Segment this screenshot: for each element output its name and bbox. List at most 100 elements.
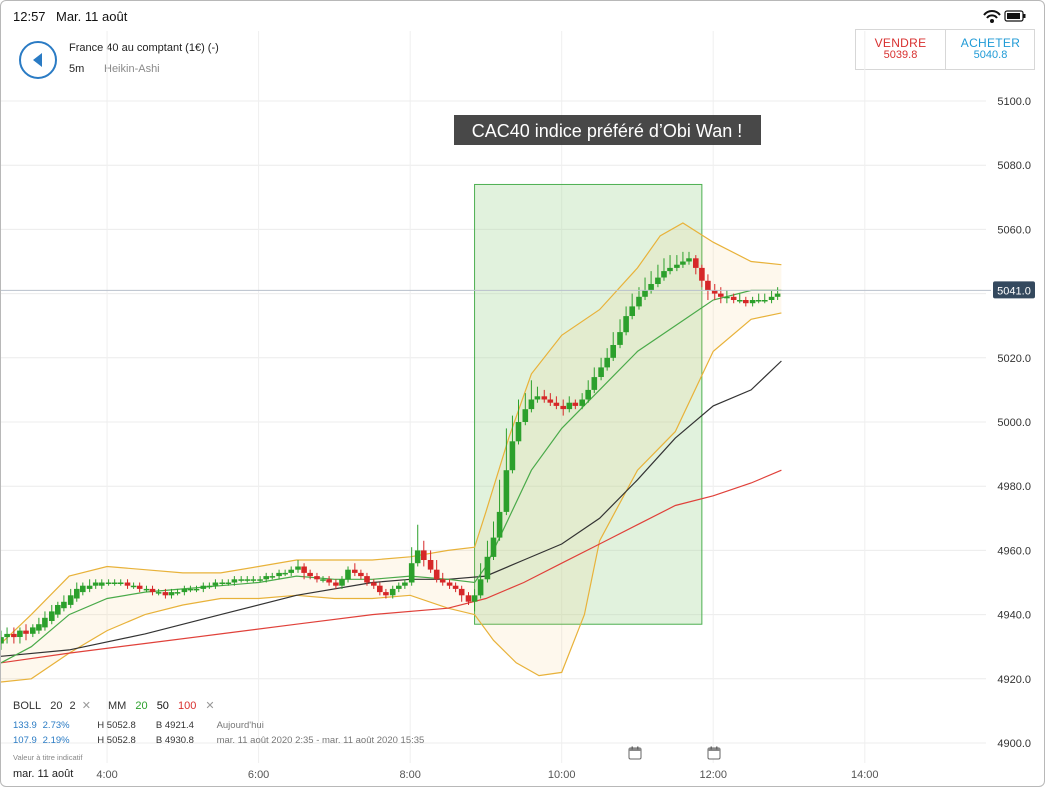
remove-boll-icon[interactable]: ✕ [81, 700, 91, 712]
candle-body [282, 572, 288, 575]
candle-body [408, 563, 415, 583]
candle-body [276, 572, 282, 577]
timeframe-selector[interactable]: 5m [69, 63, 85, 75]
buy-button[interactable]: ACHETER 5040.8 [946, 30, 1035, 69]
ma-label: MM [107, 700, 127, 712]
calendar-event-icon[interactable] [707, 746, 721, 760]
stats-value: 107.9 [13, 735, 37, 746]
candle-body [560, 405, 566, 410]
candle-body [352, 569, 358, 573]
candle-body [636, 296, 642, 307]
candle-body [86, 585, 93, 589]
candle-body [383, 592, 389, 596]
candle-body [762, 300, 768, 302]
y-tick-label: 4940.0 [997, 610, 1031, 622]
y-tick-label: 5080.0 [997, 160, 1031, 172]
candle-body [496, 511, 503, 538]
candle-body [67, 595, 74, 605]
candle-body [503, 470, 510, 512]
candle-body [42, 617, 48, 628]
candle-body [509, 441, 516, 471]
candle-body [421, 550, 427, 560]
candle-body [111, 582, 118, 584]
candle-body [402, 582, 408, 586]
candle-body [219, 582, 225, 584]
y-tick-label: 5100.0 [997, 96, 1031, 108]
candle-body [105, 582, 112, 584]
candle-body [768, 296, 775, 300]
candle-body [642, 290, 648, 297]
remove-ma-icon[interactable]: ✕ [205, 700, 215, 712]
candle-body [74, 588, 80, 599]
candle-body [206, 585, 213, 588]
candle-body [162, 592, 169, 596]
candle-body [250, 579, 257, 581]
candle-body [446, 582, 453, 586]
stats-low: B 4930.8 [155, 735, 194, 746]
back-button[interactable] [19, 41, 57, 79]
candle-body [705, 280, 711, 291]
candle-body [749, 300, 756, 304]
candle-body [4, 633, 10, 638]
candle-body [610, 345, 616, 358]
candle-body [433, 569, 440, 580]
sell-button[interactable]: VENDRE 5039.8 [856, 30, 946, 69]
x-tick-label: 14:00 [851, 769, 879, 781]
candle-body [389, 588, 396, 596]
ma20-label: 20 [135, 700, 148, 712]
candle-body [598, 367, 604, 377]
boll-label: BOLL [13, 700, 42, 712]
candle-body [718, 293, 724, 297]
candle-body [17, 630, 23, 637]
candle-body [225, 582, 232, 584]
x-axis: 4:00 6:00 8:00 10:00 12:00 14:00 [96, 769, 878, 781]
candle-body [591, 377, 598, 390]
candle-body [99, 582, 105, 586]
candle-body [23, 630, 29, 634]
x-tick-label: 6:00 [248, 769, 269, 781]
candle-body [136, 585, 143, 589]
candle-body [143, 588, 150, 591]
candle-body [547, 399, 554, 403]
candle-body [566, 402, 573, 410]
candle-body [61, 601, 67, 609]
stats-high: H 5052.8 [97, 720, 136, 731]
annotation: CAC40 indice préféré d’Obi Wan ! [454, 115, 761, 145]
candle-body [30, 627, 36, 634]
candle-body [339, 579, 345, 586]
candle-body [314, 576, 320, 580]
candle-body [648, 284, 654, 291]
candle-body [11, 633, 17, 638]
x-tick-label: 10:00 [548, 769, 576, 781]
status-icons [983, 10, 1026, 23]
candle-body [92, 582, 99, 586]
buy-label: ACHETER [960, 36, 1021, 50]
boll-period: 20 [50, 700, 63, 712]
candle-body [364, 576, 370, 583]
buy-price: 5040.8 [973, 49, 1008, 61]
candle-body [288, 569, 294, 573]
candle-body [465, 595, 472, 602]
chart-type-selector[interactable]: Heikin-Ashi [104, 63, 160, 75]
y-tick-label: 5060.0 [997, 224, 1031, 236]
y-tick-label: 4920.0 [997, 674, 1031, 686]
candle-body [699, 267, 705, 281]
calendar-event-icon[interactable] [628, 746, 642, 760]
candle-body [439, 579, 446, 583]
candle-body [458, 588, 465, 596]
ma50-label: 50 [156, 700, 169, 712]
candle-body [269, 576, 276, 578]
status-bar: 12:57 Mar. 11 août [1, 1, 1044, 31]
candle-body [130, 585, 137, 588]
highlight-box [474, 183, 703, 625]
stats-pct: 2.73% [42, 720, 70, 731]
candle-body [244, 579, 250, 581]
candle-body [358, 572, 364, 577]
y-tick-label: 5000.0 [997, 417, 1031, 429]
candle-body [301, 566, 307, 573]
bollinger-upper-line [1, 222, 782, 644]
status-time: 12:57 [13, 9, 46, 24]
sell-price: 5039.8 [883, 49, 918, 61]
candle-body [623, 316, 629, 333]
